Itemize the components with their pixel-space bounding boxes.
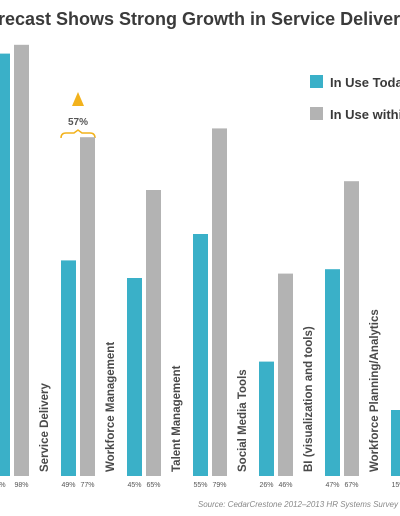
value-label-within-1: 77% xyxy=(80,482,94,489)
bar-today-4 xyxy=(259,361,274,476)
value-label-today-5: 47% xyxy=(325,482,339,489)
value-labels-group: % 98% 49% 77% 45% 65% 55% 79% 26% 46% 47% 67% 15% xyxy=(0,482,400,489)
value-label-within-4: 46% xyxy=(278,482,292,489)
value-label-within-3: 79% xyxy=(212,482,226,489)
legend-label-in-use-within: In Use within xyxy=(330,107,400,122)
bar-within-4 xyxy=(278,273,293,476)
value-label-today-2: 45% xyxy=(127,482,141,489)
chart-title: recast Shows Strong Growth in Service De… xyxy=(0,9,400,29)
bar-today-3 xyxy=(193,234,208,476)
bar-today-5 xyxy=(325,269,340,476)
growth-annotation: 57% xyxy=(60,92,96,139)
value-label-today-0: % xyxy=(0,482,6,489)
value-label-today-4: 26% xyxy=(259,482,273,489)
bar-today-0 xyxy=(0,53,10,476)
category-label-4: Social Media Tools xyxy=(237,369,249,472)
bar-within-2 xyxy=(146,190,161,476)
bars-group xyxy=(0,44,400,477)
legend-swatch-in-use-today xyxy=(310,75,323,88)
value-label-today-1: 49% xyxy=(61,482,75,489)
category-label-6: Workforce Planning/Analytics xyxy=(369,309,381,472)
growth-brace xyxy=(60,129,96,139)
category-label-2: Workforce Management xyxy=(105,342,117,472)
category-label-3: Talent Management xyxy=(171,365,183,472)
growth-annotation-label: 57% xyxy=(68,117,88,128)
value-label-within-2: 65% xyxy=(146,482,160,489)
legend-swatch-in-use-within xyxy=(310,107,323,120)
category-labels-group: Service Delivery Workforce Management Tale… xyxy=(39,309,381,472)
value-label-today-3: 55% xyxy=(193,482,207,489)
category-label-1: Service Delivery xyxy=(39,383,51,472)
value-label-within-0: 98% xyxy=(14,482,28,489)
category-label-5: BI (visualization and tools) xyxy=(303,326,315,472)
growth-arrow-icon xyxy=(72,92,84,106)
bar-today-2 xyxy=(127,278,142,476)
value-label-within-5: 67% xyxy=(344,482,358,489)
legend-label-in-use-today: In Use Today xyxy=(330,75,400,90)
bar-today-6 xyxy=(391,410,400,476)
legend: In Use Today In Use within xyxy=(310,75,400,122)
source-note: Source: CedarCrestone 2012–2013 HR Syste… xyxy=(198,500,399,509)
bar-within-5 xyxy=(344,181,359,476)
bar-within-0 xyxy=(14,44,29,477)
bar-today-1 xyxy=(61,260,76,476)
bar-within-1 xyxy=(80,137,95,476)
value-label-today-6: 15% xyxy=(391,482,400,489)
bar-within-3 xyxy=(212,128,227,476)
